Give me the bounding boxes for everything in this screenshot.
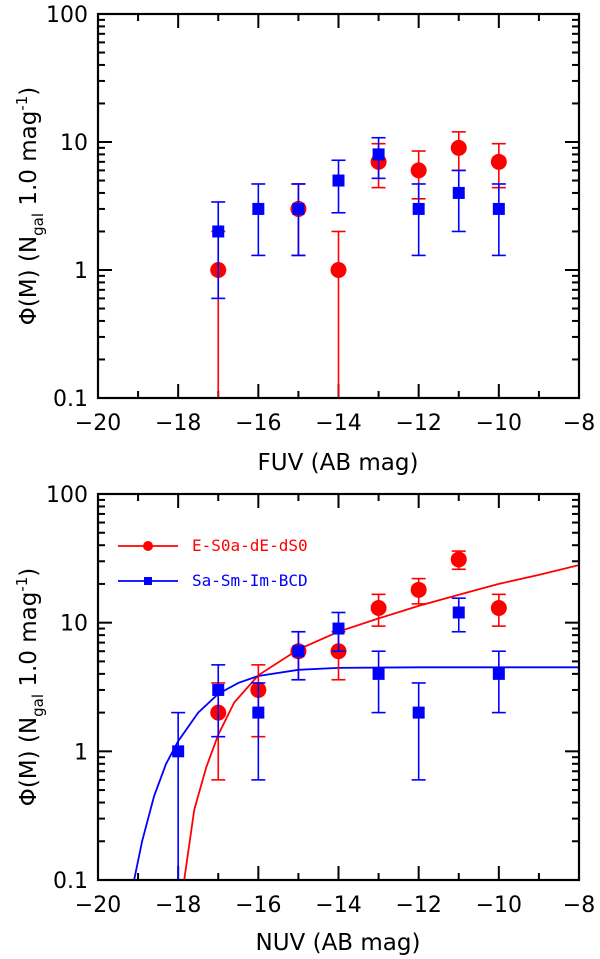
nuv-early-type-point — [410, 581, 427, 598]
nuv-x-axis-label: NUV (AB mag) — [256, 930, 421, 956]
legend-label: Sa-Sm-Im-BCD — [192, 571, 308, 590]
legend-marker — [143, 541, 153, 551]
fuv-early-type-point — [490, 153, 507, 170]
nuv-x-tick-label: −18 — [155, 893, 201, 918]
nuv-early-type-point — [370, 600, 387, 617]
fuv-early-type-point — [450, 139, 467, 156]
nuv-x-tick-label: −12 — [395, 893, 441, 918]
fuv-x-tick-label: −16 — [235, 411, 281, 436]
fuv-x-tick-label: −10 — [476, 411, 522, 436]
nuv-y-tick-label: 10 — [60, 612, 88, 637]
fuv-x-tick-label: −12 — [395, 411, 441, 436]
nuv-late-type-point — [412, 706, 425, 719]
fuv-late-type-point — [452, 186, 465, 199]
nuv-late-type-point — [492, 667, 505, 680]
fuv-y-tick-label: 10 — [60, 131, 88, 156]
fuv-late-type-point — [252, 202, 265, 215]
nuv-late-type-point — [292, 645, 305, 658]
nuv-y-axis-label: Φ(M) (Ngal 1.0 mag-1) — [13, 568, 47, 807]
nuv-late-type-fit-curve — [133, 666, 579, 880]
fuv-y-tick-label: 1 — [74, 259, 88, 284]
fuv-x-tick-label: −14 — [315, 411, 361, 436]
nuv-y-tick-label: 0.1 — [53, 869, 88, 894]
legend-label: E-S0a-dE-dS0 — [192, 536, 308, 555]
nuv-x-tick-label: −8 — [563, 893, 595, 918]
fuv-x-tick-label: −8 — [563, 411, 595, 436]
nuv-y-tick-label: 1 — [74, 740, 88, 765]
nuv-late-type-point — [252, 706, 265, 719]
nuv-x-tick-label: −14 — [315, 893, 361, 918]
fuv-y-tick-label: 100 — [46, 3, 88, 28]
legend-marker — [144, 577, 152, 585]
nuv-x-tick-label: −16 — [235, 893, 281, 918]
fuv-x-tick-label: −20 — [75, 411, 121, 436]
fuv-plot-frame — [96, 12, 581, 400]
fuv-early-type-point — [410, 162, 427, 179]
fuv-late-type-point — [492, 202, 505, 215]
nuv-legend: E-S0a-dE-dS0 Sa-Sm-Im-BCD — [118, 536, 308, 590]
nuv-x-tick-label: −20 — [75, 893, 121, 918]
fuv-early-type-point — [330, 262, 347, 278]
fuv-late-type-point — [412, 202, 425, 215]
nuv-x-tick-label: −10 — [476, 893, 522, 918]
fuv-x-axis-label: FUV (AB mag) — [258, 450, 419, 476]
fuv-late-type-point — [212, 225, 225, 238]
fuv-x-tick-label: −18 — [155, 411, 201, 436]
nuv-late-type-point — [452, 606, 465, 619]
nuv-early-type-point — [450, 551, 467, 568]
nuv-early-type-point — [490, 600, 507, 617]
nuv-plot-frame — [96, 492, 581, 882]
fuv-late-type-point — [372, 148, 385, 161]
nuv-late-type-point — [332, 622, 345, 635]
nuv-y-tick-label: 100 — [46, 483, 88, 508]
nuv-late-type-point — [212, 683, 225, 696]
fuv-y-axis-label: Φ(M) (Ngal 1.0 mag-1) — [13, 87, 47, 326]
nuv-late-type-point — [372, 667, 385, 680]
nuv-panel: −20 −18 −16 −14 −12 −10 −8 0.1 1 10 100 NUV (AB ma… — [13, 483, 595, 956]
fuv-y-tick-label: 0.1 — [53, 387, 88, 412]
fuv-late-type-point — [332, 174, 345, 187]
fuv-late-type-point — [292, 202, 305, 215]
fuv-panel: −20 −18 −16 −14 −12 −10 −8 0.1 1 10 100 FUV (AB ma… — [13, 3, 595, 476]
nuv-late-type-point — [172, 745, 185, 758]
nuv-early-type-fit-curve — [183, 564, 579, 880]
